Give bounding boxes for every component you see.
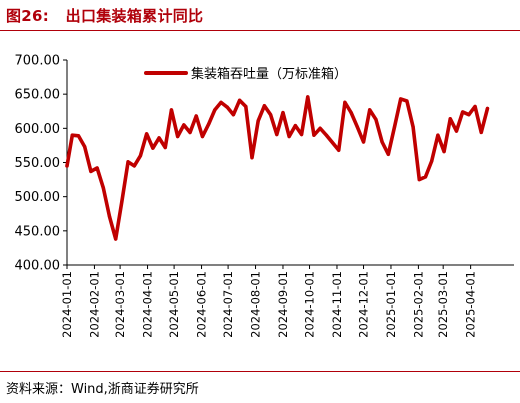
title-rule (0, 30, 520, 31)
x-tick-label: 2024-12-01 (357, 271, 371, 338)
data-point (299, 132, 304, 137)
data-point (101, 186, 105, 190)
x-tick-label: 2025-01-01 (384, 271, 398, 338)
data-point (399, 97, 403, 101)
x-tick-label: 2025-03-01 (436, 271, 450, 338)
data-point (368, 108, 372, 112)
data-point (423, 175, 428, 179)
data-point (138, 154, 143, 158)
data-point (318, 126, 322, 130)
data-point (200, 134, 205, 139)
data-point (225, 105, 229, 109)
data-point (411, 125, 415, 129)
data-point (120, 199, 124, 204)
data-point (312, 133, 316, 137)
data-point (151, 146, 155, 150)
data-point (380, 140, 384, 144)
data-point (268, 113, 273, 117)
source-note: 资料来源：Wind,浙商证券研究所 (6, 382, 199, 397)
data-point (65, 164, 69, 168)
data-point (107, 214, 112, 219)
data-point (436, 133, 440, 137)
x-tick-label: 2024-03-01 (113, 271, 127, 338)
data-point (70, 133, 74, 137)
y-tick-label: 650.00 (15, 88, 61, 103)
x-tick-label: 2024-04-01 (141, 271, 155, 338)
data-point (337, 148, 341, 152)
data-point (386, 152, 390, 156)
source-rule (0, 371, 520, 372)
data-point (76, 134, 81, 138)
data-point (250, 156, 254, 160)
x-tick-label: 2025-04-01 (464, 271, 478, 338)
data-point (157, 136, 161, 140)
data-point (176, 134, 180, 139)
y-tick-label: 550.00 (15, 156, 61, 171)
data-point (355, 125, 359, 129)
legend-label: 集装箱吞吐量（万标准箱） (191, 66, 347, 82)
data-point (430, 159, 434, 163)
y-tick-label: 600.00 (15, 122, 61, 137)
data-point (448, 117, 452, 121)
data-point (219, 100, 223, 104)
data-point (417, 177, 421, 182)
y-tick-label: 400.00 (15, 259, 61, 274)
data-point (132, 164, 136, 168)
data-point (461, 110, 465, 114)
data-point (95, 166, 99, 170)
x-tick-label: 2024-01-01 (60, 271, 74, 338)
data-point (194, 114, 198, 118)
data-point (244, 104, 248, 109)
data-point (454, 129, 459, 133)
data-point (169, 108, 174, 112)
data-point (293, 124, 297, 128)
data-point (275, 132, 279, 137)
data-point (238, 98, 242, 102)
data-point (392, 125, 397, 129)
data-point (262, 104, 266, 108)
data-point (213, 108, 217, 112)
data-point (485, 106, 490, 111)
figure-title: 图26: 出口集装箱累计同比 (6, 7, 204, 25)
series-line (65, 95, 490, 241)
data-point (231, 113, 236, 117)
x-tick-label: 2024-09-01 (276, 271, 290, 338)
data-point (361, 140, 366, 144)
data-point (182, 123, 186, 127)
data-point (114, 237, 118, 241)
data-point (163, 145, 167, 150)
data-point (324, 133, 328, 137)
data-point (287, 134, 291, 139)
data-point (256, 119, 260, 123)
data-point (473, 104, 477, 109)
data-point (89, 169, 93, 173)
x-tick-label: 2024-05-01 (167, 271, 181, 338)
x-tick-label: 2025-02-01 (411, 271, 425, 338)
y-tick-label: 500.00 (15, 190, 61, 205)
y-tick-label: 450.00 (15, 224, 61, 239)
data-point (349, 111, 353, 115)
x-tick-label: 2024-07-01 (221, 271, 235, 338)
data-point (281, 111, 285, 115)
data-point (145, 132, 149, 136)
data-point (374, 117, 378, 122)
x-tick-label: 2024-11-01 (330, 271, 344, 338)
x-tick-label: 2024-06-01 (195, 271, 209, 338)
data-point (306, 95, 310, 99)
data-point (83, 145, 87, 149)
y-tick-label: 700.00 (15, 54, 61, 69)
data-point (442, 149, 446, 154)
data-point (479, 130, 483, 135)
x-tick-label: 2024-02-01 (87, 271, 101, 338)
x-tick-label: 2024-10-01 (303, 271, 317, 338)
data-point (343, 100, 347, 104)
data-point (188, 130, 192, 135)
data-point (330, 141, 335, 145)
data-point (126, 160, 130, 164)
data-point (405, 99, 409, 103)
data-point (467, 113, 471, 117)
data-point (207, 122, 211, 126)
x-tick-label: 2024-08-01 (249, 271, 263, 338)
